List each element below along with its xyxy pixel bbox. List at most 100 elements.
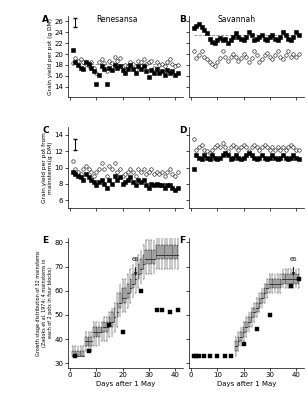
Bar (114, 308, 115, 322)
Point (115, 64, 120, 71)
Point (120, 67, 125, 74)
Point (223, 54, 228, 60)
Bar (140, 259, 142, 274)
Point (170, 68, 175, 75)
Bar (156, 245, 157, 259)
Point (118, 63, 122, 69)
Point (231, 142, 236, 148)
Point (225, 40, 230, 46)
Point (199, 24, 204, 30)
Point (244, 34, 249, 40)
Point (254, 36, 259, 42)
Point (191, 25, 196, 31)
Point (262, 52, 267, 58)
Point (254, 156, 259, 163)
Point (207, 36, 212, 42)
Point (233, 30, 238, 36)
Point (144, 61, 149, 67)
Point (236, 57, 241, 64)
Point (149, 67, 154, 74)
Point (146, 74, 151, 80)
Point (112, 62, 117, 68)
Point (191, 136, 196, 142)
Bar (88, 337, 89, 346)
Point (130, 179, 135, 186)
Point (138, 66, 143, 72)
Point (115, 57, 120, 64)
Point (291, 34, 296, 40)
Point (270, 32, 275, 38)
Point (107, 64, 112, 71)
Point (215, 59, 220, 65)
Point (149, 57, 154, 64)
Point (170, 61, 175, 67)
Point (141, 56, 146, 63)
Point (112, 160, 117, 167)
Point (107, 176, 112, 183)
Point (239, 144, 243, 150)
Point (96, 166, 101, 172)
Point (270, 144, 275, 150)
Point (283, 32, 288, 38)
Point (239, 156, 243, 163)
Point (110, 67, 115, 74)
Bar (295, 274, 297, 284)
Point (157, 171, 162, 177)
Point (99, 160, 104, 167)
Point (215, 142, 220, 148)
Point (249, 144, 254, 150)
Point (254, 326, 259, 332)
Point (231, 34, 236, 40)
Point (220, 152, 225, 158)
Point (141, 176, 146, 183)
Point (288, 142, 293, 148)
Point (199, 142, 204, 148)
Point (162, 72, 167, 78)
Point (220, 140, 225, 146)
Point (265, 144, 270, 150)
Point (123, 171, 128, 177)
Point (247, 150, 251, 156)
Point (283, 146, 288, 153)
Point (128, 59, 133, 65)
Point (91, 179, 96, 186)
Point (191, 166, 196, 172)
Text: A: A (42, 15, 49, 24)
Point (175, 62, 180, 68)
Point (86, 348, 91, 354)
Point (218, 154, 223, 161)
Point (194, 152, 199, 158)
Bar (177, 245, 178, 259)
Point (218, 34, 223, 41)
Point (78, 64, 83, 71)
Bar (169, 245, 170, 259)
Point (247, 29, 251, 36)
Point (281, 144, 286, 150)
Point (165, 67, 169, 74)
Bar (109, 317, 110, 327)
Point (252, 142, 257, 148)
Point (125, 176, 130, 183)
Point (191, 353, 196, 359)
Point (89, 59, 94, 65)
Point (157, 182, 162, 189)
Point (286, 36, 291, 42)
Point (154, 66, 159, 72)
Y-axis label: Grain yield per pot from
mainstems(g DM): Grain yield per pot from mainstems(g DM) (42, 132, 53, 203)
Point (136, 176, 141, 183)
Point (241, 142, 246, 148)
Point (99, 63, 104, 69)
Bar (138, 264, 139, 279)
Bar (106, 322, 108, 332)
Point (252, 154, 257, 161)
Point (141, 166, 146, 172)
Point (254, 144, 259, 150)
Bar (130, 279, 131, 293)
Bar (103, 322, 105, 332)
Point (152, 64, 157, 71)
Point (259, 144, 264, 150)
Bar (285, 274, 286, 284)
Point (273, 146, 278, 153)
Point (173, 187, 177, 194)
Point (102, 166, 107, 172)
